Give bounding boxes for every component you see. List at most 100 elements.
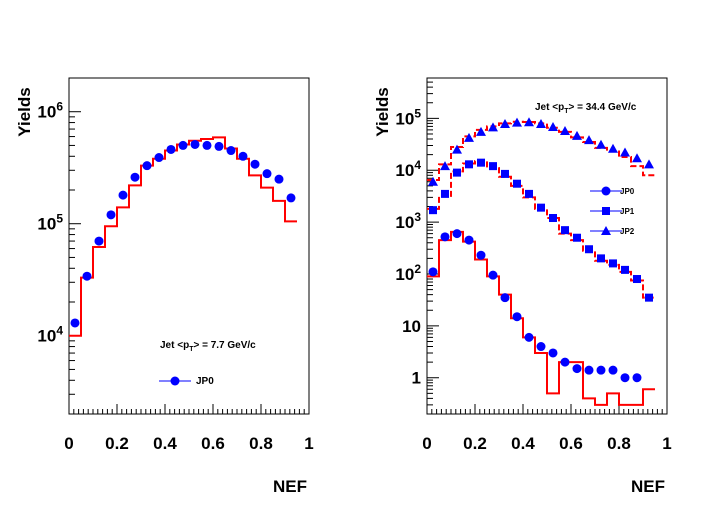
y-tick-label: 104 <box>395 158 421 180</box>
data-point <box>500 293 510 303</box>
data-point <box>428 267 438 277</box>
data-point <box>489 162 497 171</box>
data-point <box>608 143 618 153</box>
series-jp0 <box>428 229 642 383</box>
data-point <box>440 161 450 171</box>
data-point <box>70 318 80 328</box>
data-point <box>512 312 522 322</box>
legend-entry-jp0: JP0 <box>159 376 214 387</box>
data-point <box>633 275 641 284</box>
jet-pt-annotation: Jet <pT> = 7.7 GeV/c <box>160 340 256 353</box>
data-point <box>572 364 582 374</box>
legend-label: JP1 <box>620 207 635 216</box>
data-point <box>536 342 546 352</box>
data-point <box>573 233 581 242</box>
data-point <box>596 365 606 375</box>
data-point <box>476 250 486 260</box>
data-point <box>645 293 653 302</box>
data-point <box>537 203 545 212</box>
legend-marker <box>601 226 611 235</box>
histogram-3 <box>427 120 655 181</box>
data-point <box>214 141 224 151</box>
data-point <box>561 226 569 235</box>
legend-label: JP0 <box>196 376 214 387</box>
data-point <box>166 144 176 154</box>
data-point <box>560 357 570 367</box>
data-point <box>596 139 606 149</box>
data-point <box>274 174 284 184</box>
data-point <box>428 176 438 186</box>
data-point <box>548 348 558 358</box>
data-point <box>178 140 188 150</box>
x-tick-label: 1 <box>304 434 313 453</box>
data-point <box>429 206 437 215</box>
legend-marker <box>170 376 180 386</box>
data-point <box>250 159 260 169</box>
data-point <box>501 169 509 178</box>
x-tick-label: 0 <box>422 434 431 453</box>
series-jp2 <box>428 117 654 186</box>
data-point <box>513 179 521 188</box>
data-point <box>142 161 152 171</box>
x-tick-label: 1 <box>662 434 671 453</box>
data-point <box>536 118 546 128</box>
data-point <box>525 189 533 198</box>
data-point <box>286 193 296 203</box>
x-tick-label: 0.4 <box>153 434 177 453</box>
data-point <box>441 189 449 198</box>
legend-entry-jp2: JP2 <box>590 226 635 236</box>
x-tick-label: 0 <box>64 434 73 453</box>
x-tick-label: 0.6 <box>201 434 225 453</box>
data-point <box>262 169 272 179</box>
data-point <box>584 135 594 145</box>
legend-marker <box>601 186 611 196</box>
x-tick-label: 0.2 <box>463 434 487 453</box>
data-point <box>524 332 534 342</box>
data-point <box>82 271 92 281</box>
data-point <box>465 160 473 169</box>
y-axis-title: Yields <box>15 87 34 136</box>
x-axis-title: NEF <box>273 477 307 496</box>
series-jp1 <box>429 158 653 302</box>
data-point <box>118 190 128 200</box>
y-tick-label: 103 <box>395 210 421 232</box>
y-tick-label: 102 <box>395 262 421 284</box>
histogram-1 <box>427 230 655 406</box>
data-point <box>608 365 618 375</box>
data-point <box>464 132 474 142</box>
data-point <box>452 144 462 154</box>
x-tick-label: 0.4 <box>511 434 535 453</box>
data-point <box>190 139 200 149</box>
data-point <box>620 147 630 157</box>
data-point <box>549 214 557 223</box>
data-point <box>585 245 593 254</box>
data-point <box>620 373 630 383</box>
series-jp0 <box>70 139 296 328</box>
data-point <box>202 140 212 150</box>
data-point <box>584 365 594 375</box>
data-point <box>477 158 485 167</box>
data-point <box>621 265 629 274</box>
data-point <box>609 259 617 268</box>
data-point <box>548 122 558 132</box>
y-tick-label: 1 <box>412 369 421 388</box>
legend-label: JP0 <box>620 187 635 196</box>
data-point <box>238 151 248 161</box>
data-point <box>572 130 582 140</box>
data-point <box>226 146 236 156</box>
y-tick-label: 104 <box>37 324 63 346</box>
data-point <box>476 126 486 136</box>
data-point <box>464 235 474 245</box>
jet-pt-annotation: Jet <pT> = 34.4 GeV/c <box>535 102 637 115</box>
data-point <box>560 126 570 136</box>
panel-2: 0 0.2 0.4 0.6 0.8 1 1 10 102 103 104 105 Jet <pT> = … <box>373 77 672 496</box>
data-point <box>632 373 642 383</box>
data-point <box>644 159 654 169</box>
y-axis-title: Yields <box>373 87 392 136</box>
x-tick-label: 0.6 <box>559 434 583 453</box>
data-point <box>154 153 164 163</box>
legend-marker <box>602 207 610 215</box>
data-point <box>632 153 642 163</box>
data-point <box>130 172 140 182</box>
